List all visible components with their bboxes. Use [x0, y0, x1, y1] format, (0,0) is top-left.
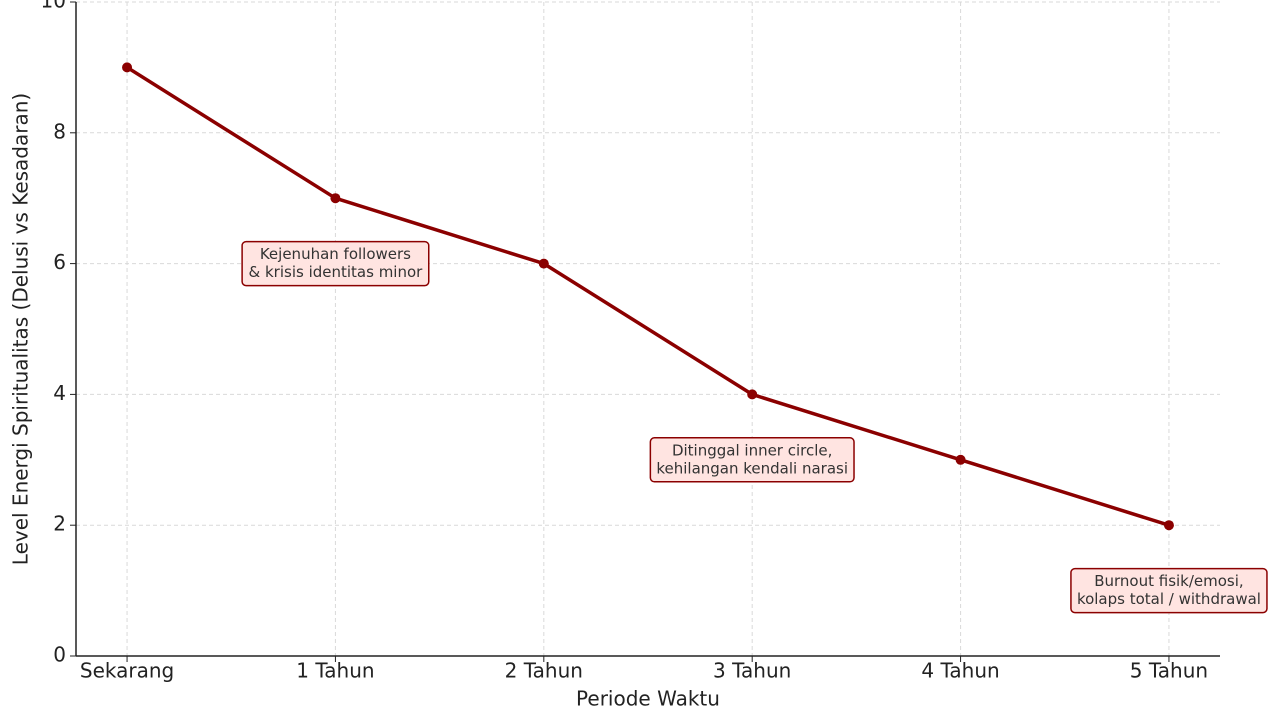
annotation-box	[1070, 567, 1268, 614]
annotation-box	[241, 240, 430, 287]
y-tick-label: 0	[53, 643, 66, 667]
annotation-box	[649, 437, 855, 483]
annotation-text: Kejenuhan followers	[260, 245, 411, 263]
x-axis-label: Periode Waktu	[576, 687, 720, 711]
x-tick-label: 5 Tahun	[1130, 659, 1208, 683]
y-tick-label: 2	[53, 512, 66, 536]
point	[1163, 520, 1174, 531]
annotation-text: kolaps total / withdrawal	[1077, 590, 1261, 608]
point	[122, 62, 133, 73]
x-tick-label: 3 Tahun	[713, 659, 791, 683]
point	[955, 454, 966, 465]
y-axis-label: Level Energi Spiritualitas (Delusi vs Ke…	[9, 93, 33, 565]
point	[330, 193, 341, 204]
line	[126, 65, 1170, 527]
y-tick-label: 4	[53, 381, 66, 405]
x-tick-label: Sekarang	[80, 659, 174, 683]
y-tick-label: 6	[53, 250, 66, 274]
y-tick-label: 10	[41, 0, 66, 13]
x-tick-label: 1 Tahun	[296, 659, 374, 683]
x-tick-label: 2 Tahun	[505, 659, 583, 683]
point	[747, 389, 758, 400]
annotation-text: kehilangan kendali narasi	[656, 459, 848, 477]
point	[538, 258, 549, 269]
annotation-text: Ditinggal inner circle,	[672, 441, 832, 459]
annotation-text: & krisis identitas minor	[249, 263, 424, 281]
annotation-text: Burnout fisik/emosi,	[1094, 572, 1243, 590]
x-tick-label: 4 Tahun	[921, 659, 999, 683]
y-tick-label: 8	[53, 119, 66, 143]
